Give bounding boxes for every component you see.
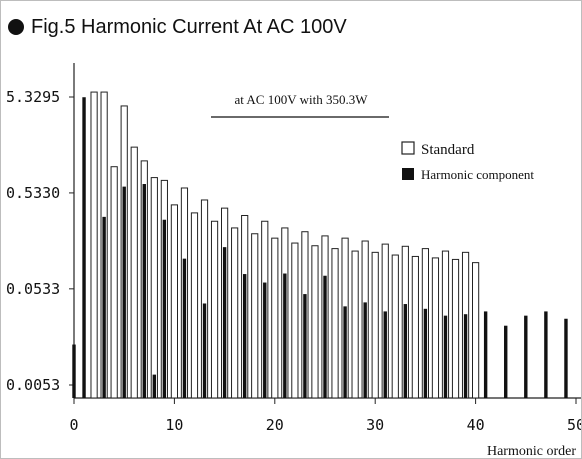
standard-bar — [251, 233, 259, 399]
harmonic-bar — [483, 311, 488, 398]
harmonic-bar — [524, 315, 528, 398]
standard-bar — [271, 237, 279, 399]
legend-harmonic-label: Harmonic component — [421, 167, 534, 182]
harmonic-bar — [343, 306, 347, 398]
standard-bar — [431, 257, 440, 399]
standard-bar — [351, 250, 359, 399]
harmonic-bar — [242, 274, 247, 398]
x-tick-label: 20 — [266, 416, 284, 434]
y-tick-label: 0.0053 — [6, 376, 60, 394]
legend-harmonic-swatch — [402, 168, 414, 180]
standard-bar — [231, 227, 239, 399]
standard-bar — [130, 146, 138, 399]
harmonic-bar — [403, 304, 408, 398]
legend-standard-label: Standard — [421, 142, 475, 158]
standard-bar — [451, 258, 460, 399]
harmonic-bar — [102, 216, 106, 398]
standard-bar — [411, 255, 419, 399]
harmonic-bar — [564, 318, 568, 398]
standard-bar — [170, 204, 179, 399]
standard-bar — [391, 254, 399, 399]
standard-bar — [190, 212, 199, 399]
harmonic-bar — [72, 344, 76, 398]
harmonic-bar — [504, 325, 508, 398]
harmonic-bar — [182, 258, 187, 398]
standard-bar — [210, 220, 219, 399]
harmonic-bar — [363, 302, 367, 398]
standard-bar — [291, 242, 299, 399]
figure-title-text: Fig.5 Harmonic Current At AC 100V — [31, 15, 347, 38]
harmonic-bar — [443, 315, 448, 398]
harmonic-bar — [323, 275, 327, 398]
x-tick-label: 0 — [69, 416, 78, 434]
x-tick-label: 40 — [467, 416, 485, 434]
harmonic-bar — [152, 374, 157, 398]
harmonic-bar — [222, 247, 227, 398]
harmonic-bar — [544, 311, 548, 398]
figure-title: Fig.5 Harmonic Current At AC 100V — [8, 13, 347, 41]
harmonic-bar — [122, 186, 126, 398]
y-tick-label: 5.3295 — [6, 88, 60, 106]
harmonic-bar — [283, 273, 287, 398]
bullet-dot-icon — [8, 19, 24, 35]
standard-bar — [110, 166, 118, 399]
standard-bar — [371, 251, 379, 399]
legend-standard-swatch — [401, 141, 415, 155]
harmonic-bar — [202, 303, 207, 398]
standard-bar — [331, 248, 339, 399]
harmonic-bar — [423, 308, 428, 398]
harmonic-bar — [263, 282, 267, 398]
harmonic-bar — [463, 314, 468, 398]
y-tick-label: 0.0533 — [6, 280, 60, 298]
harmonic-bar — [303, 294, 307, 398]
y-tick-label: 0.5330 — [6, 184, 60, 202]
annotation-text: at AC 100V with 350.3W — [234, 92, 368, 107]
harmonic-bar — [82, 97, 86, 398]
standard-bar — [90, 91, 98, 399]
standard-bar — [311, 245, 319, 399]
standard-bar — [472, 262, 480, 399]
x-tick-label: 30 — [366, 416, 384, 434]
harmonic-bar — [142, 184, 146, 398]
x-axis-label: Harmonic order — [487, 444, 576, 458]
x-tick-label: 50 — [567, 416, 581, 434]
standard-bar — [150, 177, 158, 399]
harmonic-bar — [383, 311, 387, 398]
x-tick-label: 10 — [165, 416, 183, 434]
harmonic-bar — [162, 219, 167, 398]
